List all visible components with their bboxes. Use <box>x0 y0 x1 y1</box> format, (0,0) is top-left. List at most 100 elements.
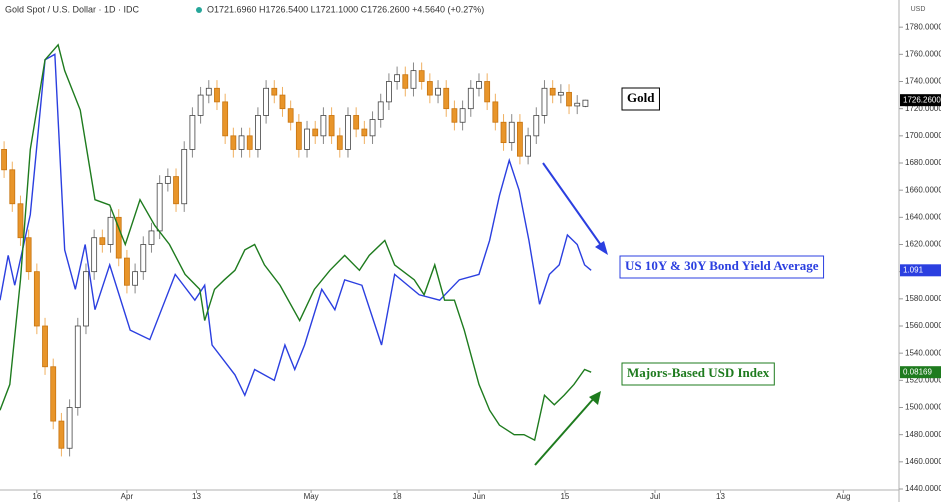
candle-body <box>33 271 40 327</box>
series-line <box>0 43 592 442</box>
candle-body <box>533 115 540 137</box>
candle-body <box>205 87 212 96</box>
label-box <box>621 87 660 111</box>
arrow-blue <box>542 162 604 249</box>
candle-body <box>426 81 433 96</box>
price-tag: 1726.2600 <box>903 95 941 104</box>
candle-body <box>500 121 507 144</box>
ohlc-legend: O1721.6960 H1726.5400 L1721.1000 C1726.2… <box>207 4 484 14</box>
x-tick-label: 13 <box>192 492 201 501</box>
series-label: Gold <box>627 90 655 105</box>
y-tick-label: 1660.0000 <box>905 185 941 194</box>
candle-body <box>107 216 114 245</box>
series-tag-bg <box>900 264 941 277</box>
candle-body <box>83 271 89 327</box>
x-tick-label: 18 <box>393 492 402 501</box>
y-tick-label: 1500.0000 <box>905 403 941 412</box>
candle-body <box>566 91 572 107</box>
y-tick-label: 1480.0000 <box>905 430 941 439</box>
x-tick-label: Aug <box>836 492 850 501</box>
series-tag: 1.091 <box>903 265 924 274</box>
y-tick-label: 1620.0000 <box>905 240 941 249</box>
candle-body <box>263 87 269 116</box>
y-tick-label: 1460.0000 <box>905 457 941 466</box>
candle-body <box>25 237 32 273</box>
candle-body <box>541 87 548 116</box>
candle-body <box>451 108 458 123</box>
candle-body <box>435 87 441 96</box>
candle-body <box>238 135 245 150</box>
y-tick-label: 1520.0000 <box>905 375 941 384</box>
label-box <box>619 255 825 279</box>
series-line <box>0 53 592 398</box>
series-tag-bg <box>900 366 941 379</box>
x-tick-label: May <box>304 492 319 501</box>
candle-body <box>115 216 122 259</box>
candle-body <box>361 128 368 137</box>
y-tick-label: 1700.0000 <box>905 131 941 140</box>
candle-body <box>394 74 400 82</box>
candle-body <box>320 115 327 137</box>
candle-body <box>467 87 474 110</box>
y-tick-label: 1580.0000 <box>905 294 941 303</box>
candle-body <box>287 108 294 123</box>
y-tick-label: 1640.0000 <box>905 212 941 221</box>
arrows <box>534 162 608 466</box>
x-tick-label: Jul <box>650 492 660 501</box>
candle-body <box>164 176 171 184</box>
y-tick-label: 1780.0000 <box>905 22 941 31</box>
candle-body <box>173 176 179 205</box>
candle-body <box>17 203 24 239</box>
candle-body <box>549 87 556 96</box>
candle-body <box>50 366 57 422</box>
candle-body <box>279 94 286 110</box>
candle-body <box>295 121 302 150</box>
status-dot <box>196 7 202 13</box>
series-label: US 10Y & 30Y Bond Yield Average <box>625 258 819 273</box>
candle-body <box>222 101 229 137</box>
candle-body <box>377 101 384 120</box>
y-tick-label: 1680.0000 <box>905 158 941 167</box>
candle-body <box>353 115 360 130</box>
candle-body <box>402 74 409 89</box>
candle-body <box>246 135 253 150</box>
chart-title: Gold Spot / U.S. Dollar · 1D · IDC <box>5 4 140 14</box>
price-tag-bg <box>900 94 941 107</box>
candle-body <box>369 119 376 137</box>
series-label: Majors-Based USD Index <box>627 365 770 380</box>
candle-body <box>9 169 16 205</box>
candle-body <box>181 149 188 205</box>
candle-body <box>312 128 319 137</box>
candle-body <box>66 407 73 449</box>
candle-body <box>557 91 564 96</box>
candle-body <box>418 70 425 82</box>
y-tick-label: 1720.0000 <box>905 104 941 113</box>
candle-body <box>574 102 581 107</box>
candle-body <box>140 244 147 273</box>
candle-body <box>328 115 335 137</box>
candle-body <box>492 101 499 123</box>
candle-body <box>74 325 81 408</box>
candle-body <box>197 94 204 116</box>
arrow-head <box>595 241 608 255</box>
y-tick-label: 1740.0000 <box>905 77 941 86</box>
candle-body <box>42 325 48 368</box>
candle-body <box>304 128 310 150</box>
label-box <box>621 362 775 386</box>
candle-body <box>230 135 237 150</box>
series-tag: 0.08169 <box>903 367 932 376</box>
candle-body <box>214 87 220 103</box>
y-tick-label: 1540.0000 <box>905 348 941 357</box>
x-tick-label: Apr <box>121 492 134 501</box>
candle-body <box>132 271 138 286</box>
candle-body <box>148 230 155 245</box>
candle-body <box>345 115 351 150</box>
candle-body <box>517 121 523 157</box>
candle-body <box>1 149 7 171</box>
candle-body <box>189 115 196 150</box>
x-tick-label: 15 <box>560 492 569 501</box>
candle-body <box>336 135 343 150</box>
candle-body <box>459 108 466 123</box>
x-tick-label: 16 <box>32 492 41 501</box>
candle-body <box>156 182 163 232</box>
